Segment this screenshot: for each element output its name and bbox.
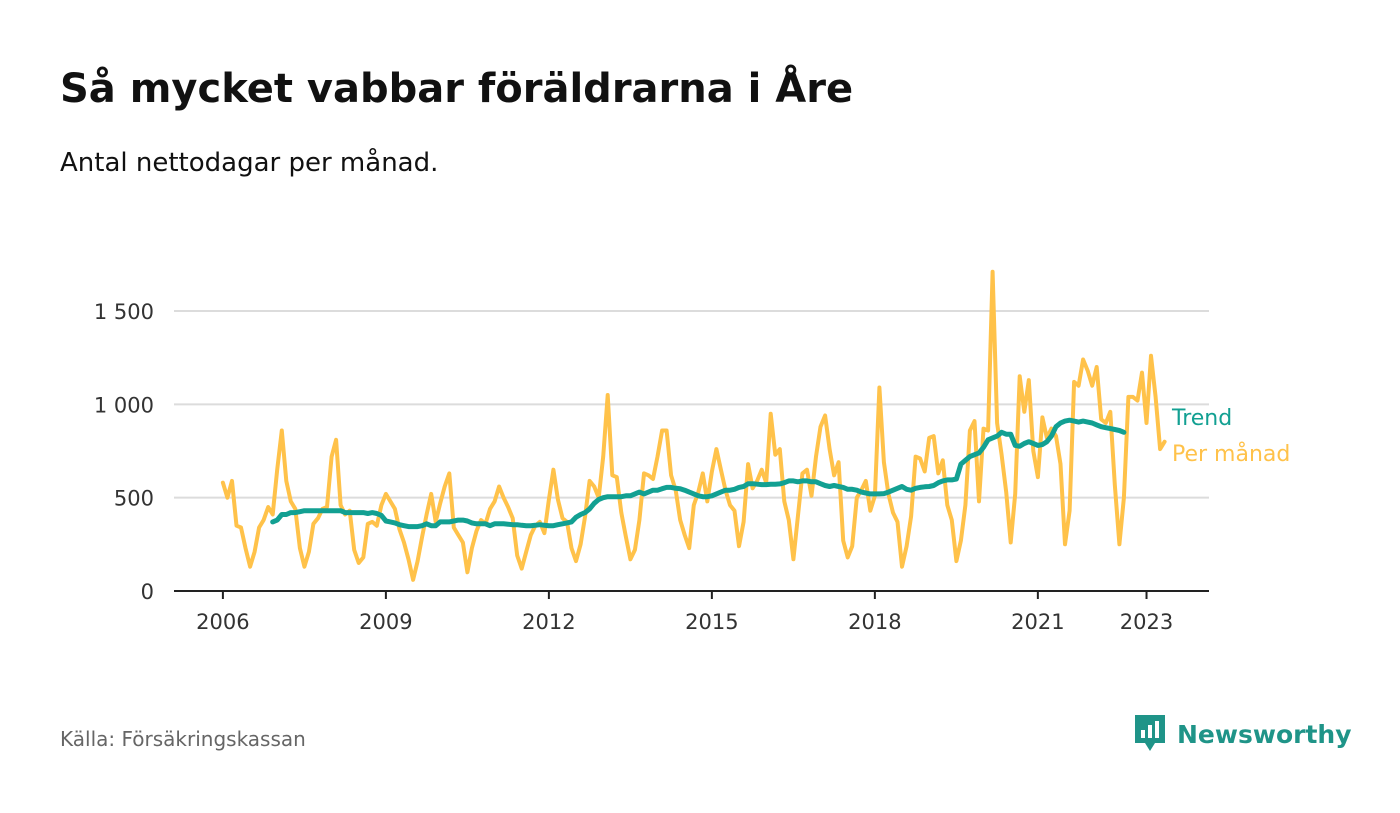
x-tick-label: 2021 [1011,610,1064,634]
x-tick-label: 2018 [848,610,901,634]
series-line-trend [270,417,1127,530]
y-axis-ticks: 0 500 1 000 1 500 [94,300,154,604]
x-tick-label: 2012 [522,610,575,634]
x-tick-label: 2009 [359,610,412,634]
x-tick-label: 2006 [196,610,249,634]
y-tick-label: 500 [114,487,154,511]
x-tick-label: 2015 [685,610,738,634]
y-tick-label: 0 [141,580,154,604]
series-line-per-manad [220,269,1167,582]
chart-subtitle: Antal nettodagar per månad. [60,148,439,178]
chart-title: Så mycket vabbar föräldrarna i Åre [60,66,854,112]
brand-name: Newsworthy [1177,719,1352,749]
source-note: Källa: Försäkringskassan [60,727,306,751]
x-tick-label: 2023 [1120,610,1173,634]
legend-label-trend: Trend [1171,406,1232,431]
legend-label-per-manad: Per månad [1172,441,1290,467]
x-axis-ticks: 2006 2009 2012 2015 2018 2021 2023 [196,591,1173,634]
grid-lines [174,310,1209,499]
y-tick-label: 1 500 [94,300,154,324]
newsworthy-logo-icon [1135,715,1165,751]
newsworthy-logo[interactable]: Newsworthy [1133,712,1352,756]
y-tick-label: 1 000 [94,393,154,417]
